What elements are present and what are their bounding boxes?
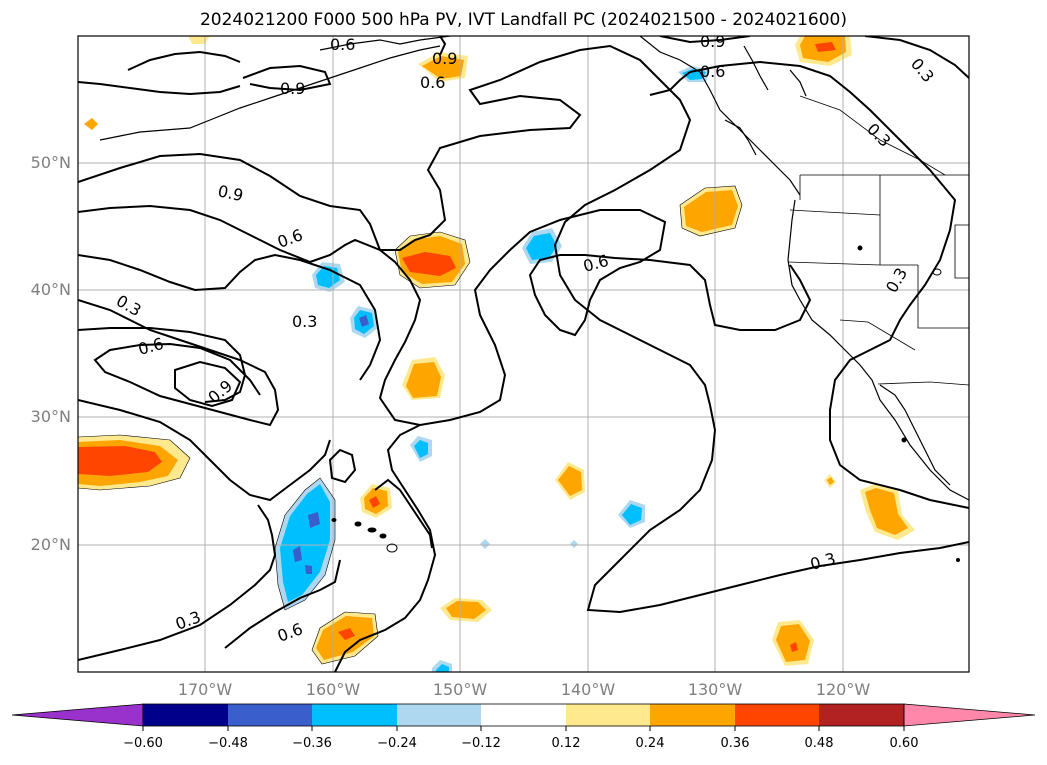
shade-negative [570,540,578,548]
contour-label: 0.9 [432,49,457,68]
lon-label: 170°W [177,680,233,699]
colorbar-cell [312,704,397,726]
shade-negative [622,504,642,525]
lon-label: 160°W [305,680,361,699]
colorbar-tick-label: 0.36 [720,736,750,751]
contour-label: 0.6 [420,73,445,92]
lat-label: 20°N [30,535,71,554]
shade-positive [446,601,486,619]
pv-contours [78,36,969,672]
coastlines [99,36,969,501]
shade-negative [414,440,428,458]
contour-label: 0.9 [700,32,725,51]
shade-negative [359,315,369,327]
contour-label: 0.6 [700,62,725,81]
colorbar-tick-label: −0.60 [123,736,163,751]
colorbar-cell [228,704,312,726]
colorbar-tick-label: −0.36 [292,736,332,751]
shade-positive [402,252,456,276]
map-frame [77,35,970,673]
shade-negative [526,233,557,260]
shade-positive [338,628,355,640]
shade-positive [684,190,738,232]
shade-positive [84,118,98,130]
shade-negative [436,664,449,672]
political-borders [787,95,969,386]
colorbar-cell [819,704,904,726]
contour-label: 0.6 [330,35,355,54]
colorbar-extend-low [11,703,144,727]
lat-label: 30°N [30,407,71,426]
lat-label: 50°N [30,153,71,172]
lon-label: 140°W [560,680,616,699]
pc-shading [78,36,915,672]
colorbar-extend-high [903,703,1036,727]
shade-positive [406,362,441,398]
shade-positive [827,477,834,485]
colorbar-tick-label: 0.12 [551,736,581,751]
lon-label: 130°W [687,680,743,699]
contour-label: 0.3 [292,312,317,331]
lon-label: 150°W [432,680,488,699]
colorbar-cell [566,704,650,726]
shade-positive [369,496,380,508]
lon-label: 120°W [815,680,871,699]
colorbar-cell [481,704,566,726]
colorbar-tick-label: 0.24 [635,736,665,751]
contour-label: 0.9 [216,181,245,205]
lat-label: 40°N [30,280,71,299]
colorbar [11,703,1036,731]
colorbar-tick-label: −0.12 [461,736,501,751]
colorbar-cell [650,704,735,726]
colorbar-tick-label: 0.48 [804,736,834,751]
shade-positive [776,624,810,662]
shade-positive [790,642,798,652]
colorbar-tick-label: −0.48 [208,736,248,751]
colorbar-tick-label: 0.60 [889,736,919,751]
colorbar-cell [735,704,819,726]
colorbar-cell [143,704,228,726]
shading-outlines [78,185,743,665]
shade-negative [293,546,302,562]
map-title: 2024021200 F000 500 hPa PV, IVT Landfall… [199,10,847,30]
shade-negative [308,512,320,528]
shade-positive [422,56,464,79]
colorbar-tick-label: −0.24 [377,736,417,751]
shade-positive [865,488,908,535]
shade-negative [480,539,490,549]
shade-negative [305,565,312,574]
colorbar-cell [397,704,481,726]
shade-positive [78,446,162,476]
shade-positive [558,466,582,496]
contour-label: 0.9 [280,79,305,98]
shade-positive [815,42,836,52]
